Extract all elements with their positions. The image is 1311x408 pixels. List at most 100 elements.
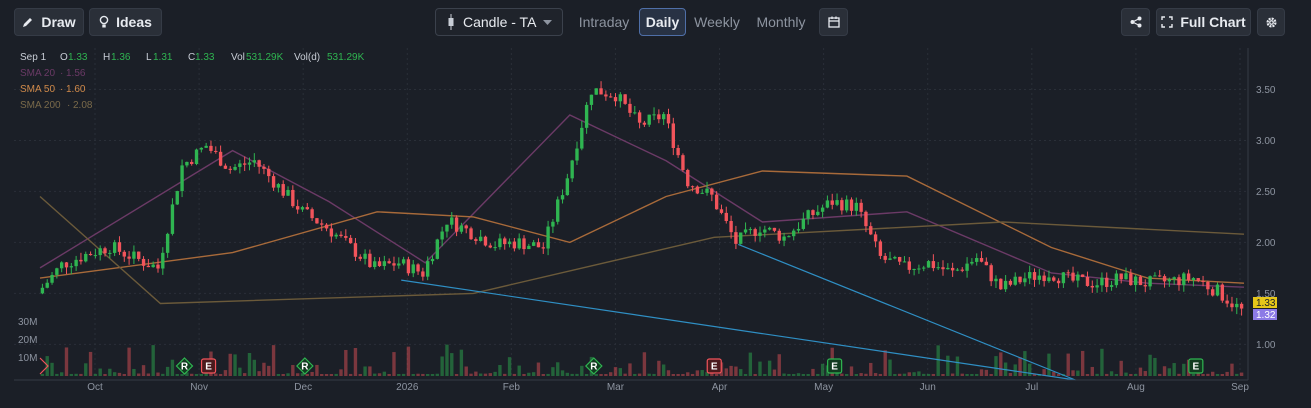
volume-bar [1114, 373, 1119, 376]
candle-body [478, 236, 483, 241]
volume-bar [1162, 366, 1167, 376]
draw-button[interactable]: Draw [14, 8, 84, 36]
candle-body [93, 255, 98, 257]
price-chart[interactable]: 1.00 1.50 2.00 2.50 3.00 3.50 Oct Nov Dec 2026 Feb… [0, 44, 1311, 408]
volume-bar [560, 370, 565, 376]
candle-body [739, 232, 743, 244]
candle-icon [448, 14, 454, 30]
volume-bar [1100, 348, 1104, 376]
tab-intraday[interactable]: Intraday [578, 14, 630, 30]
candle-body [416, 264, 420, 272]
candle-body [1138, 276, 1143, 286]
candle-body [700, 192, 704, 194]
candle-body [339, 234, 343, 237]
candle-body [907, 261, 911, 270]
trendline [401, 279, 1076, 381]
chart-type-select[interactable]: Candle - TA [435, 8, 563, 36]
volume-bar [498, 365, 502, 376]
volume-bar [931, 373, 936, 376]
volume-bar [373, 373, 377, 376]
candle-body [604, 94, 608, 97]
candle-body [695, 186, 700, 194]
candle-body [257, 160, 261, 167]
volume-bar [464, 366, 468, 376]
candle-body [849, 199, 854, 211]
legend-sma20-value: 1.56 [66, 68, 86, 79]
tab-monthly[interactable]: Monthly [756, 14, 806, 30]
calendar-button[interactable] [819, 8, 848, 36]
candle-body [984, 261, 989, 266]
legend-h-value: 1.36 [111, 52, 131, 63]
event-marker-R[interactable]: R [296, 357, 314, 375]
volume-bar [450, 353, 454, 376]
chart-toolbar: Draw Ideas Candle - TA Intraday Daily We… [0, 0, 1311, 44]
candle-body [652, 114, 656, 116]
candle-body [1148, 276, 1152, 287]
candle-body [1008, 280, 1013, 285]
volume-bar [478, 373, 483, 376]
volume-bar [965, 374, 969, 376]
candle-body [1119, 273, 1123, 280]
event-diamond [296, 357, 314, 375]
candle-body [936, 267, 940, 269]
candle-body [151, 264, 155, 268]
candle-body [729, 220, 733, 233]
candle-body [517, 238, 521, 249]
volume-bar [536, 362, 541, 376]
volume-bar [950, 373, 955, 376]
candle-body [1114, 273, 1119, 286]
volume-bar [1052, 371, 1056, 376]
event-marker-R[interactable]: R [584, 357, 603, 375]
volume-bar [218, 373, 223, 376]
volume-bar [493, 371, 497, 376]
candle-body [792, 230, 796, 237]
volume-bar [897, 373, 902, 376]
volume-tick-label: 20M [18, 335, 37, 346]
legend-sma200-value: 2.08 [73, 100, 93, 111]
candle-body [503, 238, 507, 245]
volume-bar [657, 360, 661, 376]
volume-bar [1076, 370, 1080, 376]
candle-body [676, 147, 680, 156]
volume-bar [430, 374, 435, 376]
candle-body [1085, 276, 1090, 286]
full-chart-button[interactable]: Full Chart [1156, 8, 1251, 36]
ideas-button[interactable]: Ideas [89, 8, 162, 36]
candle-body [262, 166, 266, 169]
candle-body [975, 258, 979, 262]
volume-bar [295, 373, 300, 376]
share-button[interactable] [1121, 8, 1150, 36]
candle-body [1071, 272, 1075, 281]
candle-body [132, 251, 136, 259]
candle-body [348, 237, 353, 244]
tab-weekly[interactable]: Weekly [694, 14, 740, 30]
volume-bar [642, 352, 647, 376]
settings-button[interactable] [1257, 8, 1285, 36]
volume-bar [98, 368, 102, 376]
tab-daily[interactable]: Daily [639, 8, 686, 36]
volume-bar [363, 366, 367, 376]
volume-tick-label: 30M [18, 317, 37, 328]
volume-bar [252, 359, 256, 376]
candle-body [926, 261, 931, 268]
volume-bar [190, 373, 194, 376]
event-marker-E[interactable]: E [1188, 358, 1204, 374]
volume-bar [541, 373, 545, 376]
candle-body [392, 263, 396, 266]
event-marker-E[interactable]: E [706, 358, 722, 374]
chart-area[interactable]: 1.00 1.50 2.00 2.50 3.00 3.50 Oct Nov Dec 2026 Feb… [0, 44, 1311, 408]
volume-bar [994, 356, 998, 376]
candle-body [377, 261, 382, 267]
event-marker-E[interactable]: E [200, 358, 217, 374]
event-marker-E[interactable]: E [827, 358, 843, 374]
candle-body [127, 256, 131, 259]
volume-bar [1018, 357, 1022, 376]
candle-body [989, 265, 993, 282]
volume-bar [146, 373, 151, 376]
candle-body [45, 282, 49, 288]
candle-body [758, 232, 762, 236]
volume-bar [291, 365, 295, 376]
volume-bar [594, 373, 598, 376]
event-marker-R[interactable]: R [175, 357, 194, 375]
